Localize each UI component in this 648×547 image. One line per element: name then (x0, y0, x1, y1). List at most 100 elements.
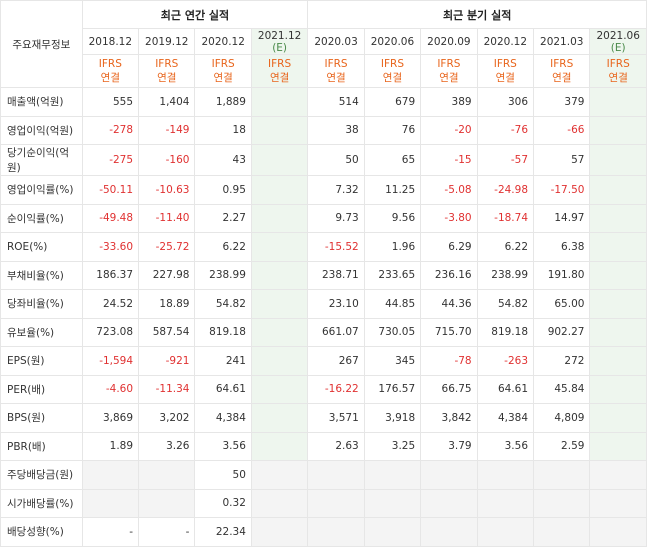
table-cell: 23.10 (307, 289, 365, 319)
table-cell: 44.36 (420, 289, 478, 319)
ifrs-text: IFRS (211, 58, 235, 70)
table-cell (250, 260, 309, 290)
table-cell (363, 488, 422, 518)
table-cell: -15.52 (307, 232, 365, 262)
table-row: PBR(배) 1.89 3.26 3.56 2.63 3.25 3.79 3.56 2.59 (0, 431, 647, 461)
table-cell: 38 (307, 115, 365, 145)
row-label: ROE(%) (0, 232, 83, 262)
table-cell (307, 517, 365, 547)
table-cell: - (138, 517, 196, 547)
table-cell: 3.56 (476, 431, 535, 461)
table-cell (250, 232, 309, 262)
ifrs-label: IFRS 연결 (363, 54, 422, 88)
table-cell: 64.61 (476, 374, 535, 404)
table-cell: 50 (307, 144, 365, 176)
table-cell: -275 (81, 144, 140, 176)
table-cell (250, 517, 309, 547)
ifrs-text: IFRS (606, 58, 630, 70)
consolidated-text: 연결 (269, 72, 290, 84)
table-cell: 730.05 (363, 317, 422, 347)
estimate-marker: (E) (272, 41, 288, 54)
table-cell: -160 (138, 144, 196, 176)
table-cell (138, 488, 196, 518)
table-cell: 3,869 (81, 403, 140, 433)
table-cell (533, 460, 591, 490)
table-row: 시가배당률(%) 0.32 (0, 488, 647, 518)
ifrs-text: IFRS (268, 58, 292, 70)
table-cell: 18.89 (138, 289, 196, 319)
table-cell: -78 (420, 346, 478, 376)
table-cell (589, 87, 647, 117)
table-cell (81, 460, 140, 490)
ifrs-text: IFRS (550, 58, 574, 70)
table-cell: 65 (363, 144, 422, 176)
table-cell: 679 (363, 87, 422, 117)
table-row: 주당배당금(원) 50 (0, 460, 647, 490)
table-cell: 76 (363, 115, 422, 145)
table-cell: 587.54 (138, 317, 196, 347)
row-label: PBR(배) (0, 431, 83, 461)
table-cell (250, 488, 309, 518)
table-cell: 11.25 (363, 175, 422, 205)
table-cell: -263 (476, 346, 535, 376)
table-cell: -17.50 (533, 175, 591, 205)
table-cell: 0.32 (194, 488, 252, 518)
table-cell: 272 (533, 346, 591, 376)
row-label: 매출액(억원) (0, 87, 83, 117)
period-header: 2021.06 (E) (589, 28, 647, 55)
corner-label: 주요재무정보 (0, 0, 83, 88)
row-label: 배당성향(%) (0, 517, 83, 547)
table-cell (138, 460, 196, 490)
period-header: 2018.12 (81, 28, 140, 55)
table-cell: 1,404 (138, 87, 196, 117)
table-cell: 661.07 (307, 317, 365, 347)
table-row: 당기순이익(억원) -275 -160 43 50 65 -15 -57 57 (0, 144, 647, 176)
table-cell: 715.70 (420, 317, 478, 347)
table-row: BPS(원) 3,869 3,202 4,384 3,571 3,918 3,842 4,38… (0, 403, 647, 433)
table-cell (363, 460, 422, 490)
table-cell: -3.80 (420, 203, 478, 233)
table-cell (589, 203, 647, 233)
table-cell: 238.99 (476, 260, 535, 290)
table-cell (250, 289, 309, 319)
table-cell: -49.48 (81, 203, 140, 233)
table-row: 영업이익률(%) -50.11 -10.63 0.95 7.32 11.25 -5.08 -2… (0, 175, 647, 205)
table-cell: -20 (420, 115, 478, 145)
table-cell (250, 144, 309, 176)
ifrs-text: IFRS (98, 58, 122, 70)
table-cell: 186.37 (81, 260, 140, 290)
ifrs-text: IFRS (380, 58, 405, 70)
table-cell: 3.26 (138, 431, 196, 461)
table-row: 순이익률(%) -49.48 -11.40 2.27 9.73 9.56 -3.80 -18.… (0, 203, 647, 233)
ifrs-text: IFRS (324, 58, 348, 70)
table-row: 부채비율(%) 186.37 227.98 238.99 238.71 233.65 236… (0, 260, 647, 290)
table-cell: 43 (194, 144, 252, 176)
table-cell (589, 115, 647, 145)
table-cell: 3.79 (420, 431, 478, 461)
table-cell: 57 (533, 144, 591, 176)
consolidated-text: 연결 (439, 72, 459, 84)
period-header: 2021.03 (533, 28, 591, 55)
period-header: 2020.03 (307, 28, 365, 55)
table-cell (420, 488, 478, 518)
ifrs-label: IFRS 연결 (250, 54, 309, 88)
ifrs-text: IFRS (155, 58, 179, 70)
table-cell: 9.56 (363, 203, 422, 233)
table-cell (250, 346, 309, 376)
table-cell: 64.61 (194, 374, 252, 404)
table-cell: -25.72 (138, 232, 196, 262)
table-cell: 233.65 (363, 260, 422, 290)
table-cell (589, 317, 647, 347)
table-cell: 227.98 (138, 260, 196, 290)
table-cell: 3,202 (138, 403, 196, 433)
table-cell (589, 517, 647, 547)
annual-results-title: 최근 연간 실적 (81, 0, 309, 29)
row-label: EPS(원) (0, 346, 83, 376)
table-cell: -24.98 (476, 175, 535, 205)
table-cell (250, 374, 309, 404)
table-cell: 238.99 (194, 260, 252, 290)
table-cell: 176.57 (363, 374, 422, 404)
ifrs-text: IFRS (493, 58, 517, 70)
table-cell: 4,384 (194, 403, 252, 433)
